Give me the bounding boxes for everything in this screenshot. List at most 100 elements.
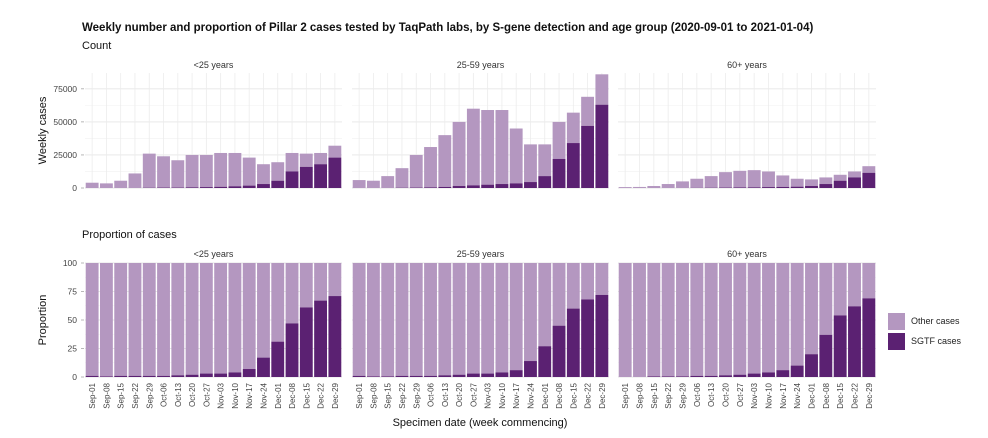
y-axis-title-proportion: Proportion <box>37 295 49 346</box>
bar-other-count-0-16 <box>314 152 328 165</box>
x-tick-label: Dec-29 <box>331 382 340 408</box>
bar-other-count-2-14 <box>819 177 833 185</box>
x-tick-label: Sep-22 <box>398 382 407 408</box>
bar-sgtf-proportion-2-2 <box>647 376 661 377</box>
bar-other-proportion-0-10 <box>228 263 242 373</box>
bar-sgtf-proportion-2-7 <box>719 375 732 377</box>
bar-sgtf-count-1-7 <box>452 186 466 188</box>
bar-sgtf-proportion-2-10 <box>762 372 775 377</box>
bar-other-proportion-0-4 <box>142 263 156 376</box>
x-tick-label: Sep-15 <box>117 382 126 408</box>
x-tick-label: Oct-20 <box>722 382 731 407</box>
x-tick-label: Dec-08 <box>288 382 297 408</box>
bar-other-count-0-8 <box>199 154 213 188</box>
x-tick-label: Dec-29 <box>598 382 607 408</box>
bar-other-count-1-8 <box>466 108 480 186</box>
x-tick-label: Nov-17 <box>779 382 788 408</box>
x-tick-label: Dec-01 <box>808 382 817 408</box>
bar-other-count-0-7 <box>185 154 199 188</box>
x-tick-label: Oct-06 <box>427 382 436 407</box>
x-tick-label: Sep-22 <box>664 382 673 408</box>
bar-sgtf-count-2-11 <box>776 186 790 188</box>
bar-sgtf-proportion-2-9 <box>747 373 761 377</box>
x-tick-label: Nov-24 <box>793 382 802 408</box>
bar-other-count-2-3 <box>661 184 675 188</box>
bar-sgtf-count-1-13 <box>538 176 552 188</box>
bar-other-count-1-4 <box>409 154 423 188</box>
legend-swatch-sgtf <box>888 332 905 350</box>
panel-background <box>85 73 342 188</box>
bar-sgtf-proportion-0-13 <box>271 341 285 377</box>
x-tick-label: Nov-10 <box>765 382 774 408</box>
x-tick-label: Sep-15 <box>384 382 393 408</box>
bar-sgtf-count-1-16 <box>581 125 595 188</box>
bar-other-proportion-2-4 <box>676 263 689 377</box>
facet-label-proportion-1: 25-59 years <box>457 249 505 259</box>
x-tick-label: Nov-17 <box>245 382 254 408</box>
y-tick-label-proportion: 0 <box>72 372 77 382</box>
bar-sgtf-count-0-16 <box>314 164 328 188</box>
bar-other-count-1-0 <box>352 180 366 188</box>
bar-other-proportion-2-13 <box>805 263 818 355</box>
bar-other-count-2-1 <box>633 186 646 188</box>
bar-sgtf-proportion-0-12 <box>257 357 270 377</box>
bar-sgtf-proportion-1-16 <box>581 299 595 377</box>
bar-sgtf-count-2-17 <box>862 172 876 188</box>
bar-sgtf-proportion-0-14 <box>285 323 299 377</box>
x-tick-label: Dec-15 <box>569 382 578 408</box>
facet-label-proportion-0: <25 years <box>194 249 234 259</box>
bar-sgtf-proportion-0-7 <box>185 374 199 377</box>
x-tick-label: Nov-10 <box>498 382 507 408</box>
bar-sgtf-proportion-0-5 <box>157 375 170 377</box>
x-tick-label: Dec-08 <box>822 382 831 408</box>
bar-sgtf-count-0-10 <box>228 186 242 188</box>
bar-sgtf-count-0-13 <box>271 180 285 188</box>
x-tick-label: Oct-13 <box>174 382 183 407</box>
y-tick-label-proportion: 100 <box>63 258 77 268</box>
bar-other-proportion-1-1 <box>366 263 380 377</box>
bar-sgtf-count-2-12 <box>790 186 804 188</box>
bar-other-count-1-11 <box>509 128 523 184</box>
bar-other-count-2-15 <box>833 174 847 181</box>
bar-sgtf-count-2-9 <box>747 187 761 188</box>
bar-other-count-2-6 <box>704 176 718 188</box>
bar-sgtf-proportion-1-10 <box>495 372 509 377</box>
bar-other-count-0-17 <box>328 145 342 158</box>
bar-other-count-0-11 <box>242 157 256 186</box>
bar-sgtf-proportion-2-11 <box>776 370 790 377</box>
count-subtitle: Count <box>82 40 112 52</box>
y-tick-label-count: 75000 <box>53 84 77 94</box>
bar-sgtf-proportion-0-3 <box>128 375 142 377</box>
x-tick-label: Oct-27 <box>736 382 745 407</box>
bar-other-count-1-2 <box>381 176 395 188</box>
bar-other-count-2-12 <box>790 178 804 187</box>
bar-sgtf-count-0-17 <box>328 157 342 188</box>
bar-other-proportion-0-12 <box>257 263 270 358</box>
bar-sgtf-proportion-2-4 <box>676 376 689 377</box>
x-tick-label: Dec-01 <box>541 382 550 408</box>
bar-sgtf-proportion-1-13 <box>538 346 552 377</box>
bar-sgtf-proportion-0-6 <box>171 375 185 377</box>
bar-sgtf-proportion-1-8 <box>466 373 480 377</box>
bar-other-count-1-17 <box>595 74 609 105</box>
bar-sgtf-count-1-6 <box>438 186 452 188</box>
bar-sgtf-proportion-0-4 <box>142 375 156 377</box>
bar-sgtf-proportion-0-8 <box>199 373 213 377</box>
legend-label-sgtf: SGTF cases <box>911 336 962 346</box>
x-tick-label: Sep-29 <box>145 382 154 408</box>
facet-label-count-1: 25-59 years <box>457 60 505 70</box>
bar-sgtf-proportion-2-8 <box>733 374 747 377</box>
bar-sgtf-proportion-1-1 <box>366 376 380 377</box>
bar-other-proportion-1-5 <box>424 263 437 376</box>
facet-label-count-2: 60+ years <box>727 60 767 70</box>
bar-other-proportion-1-9 <box>481 263 495 374</box>
bar-other-count-1-5 <box>424 147 437 188</box>
y-tick-label-count: 25000 <box>53 150 77 160</box>
bar-other-proportion-2-15 <box>833 263 847 316</box>
bar-other-proportion-0-9 <box>214 263 228 374</box>
x-tick-label: Nov-17 <box>512 382 521 408</box>
x-tick-label: Oct-27 <box>469 382 478 407</box>
bar-other-count-2-9 <box>747 170 761 188</box>
bar-sgtf-proportion-2-12 <box>790 365 804 377</box>
